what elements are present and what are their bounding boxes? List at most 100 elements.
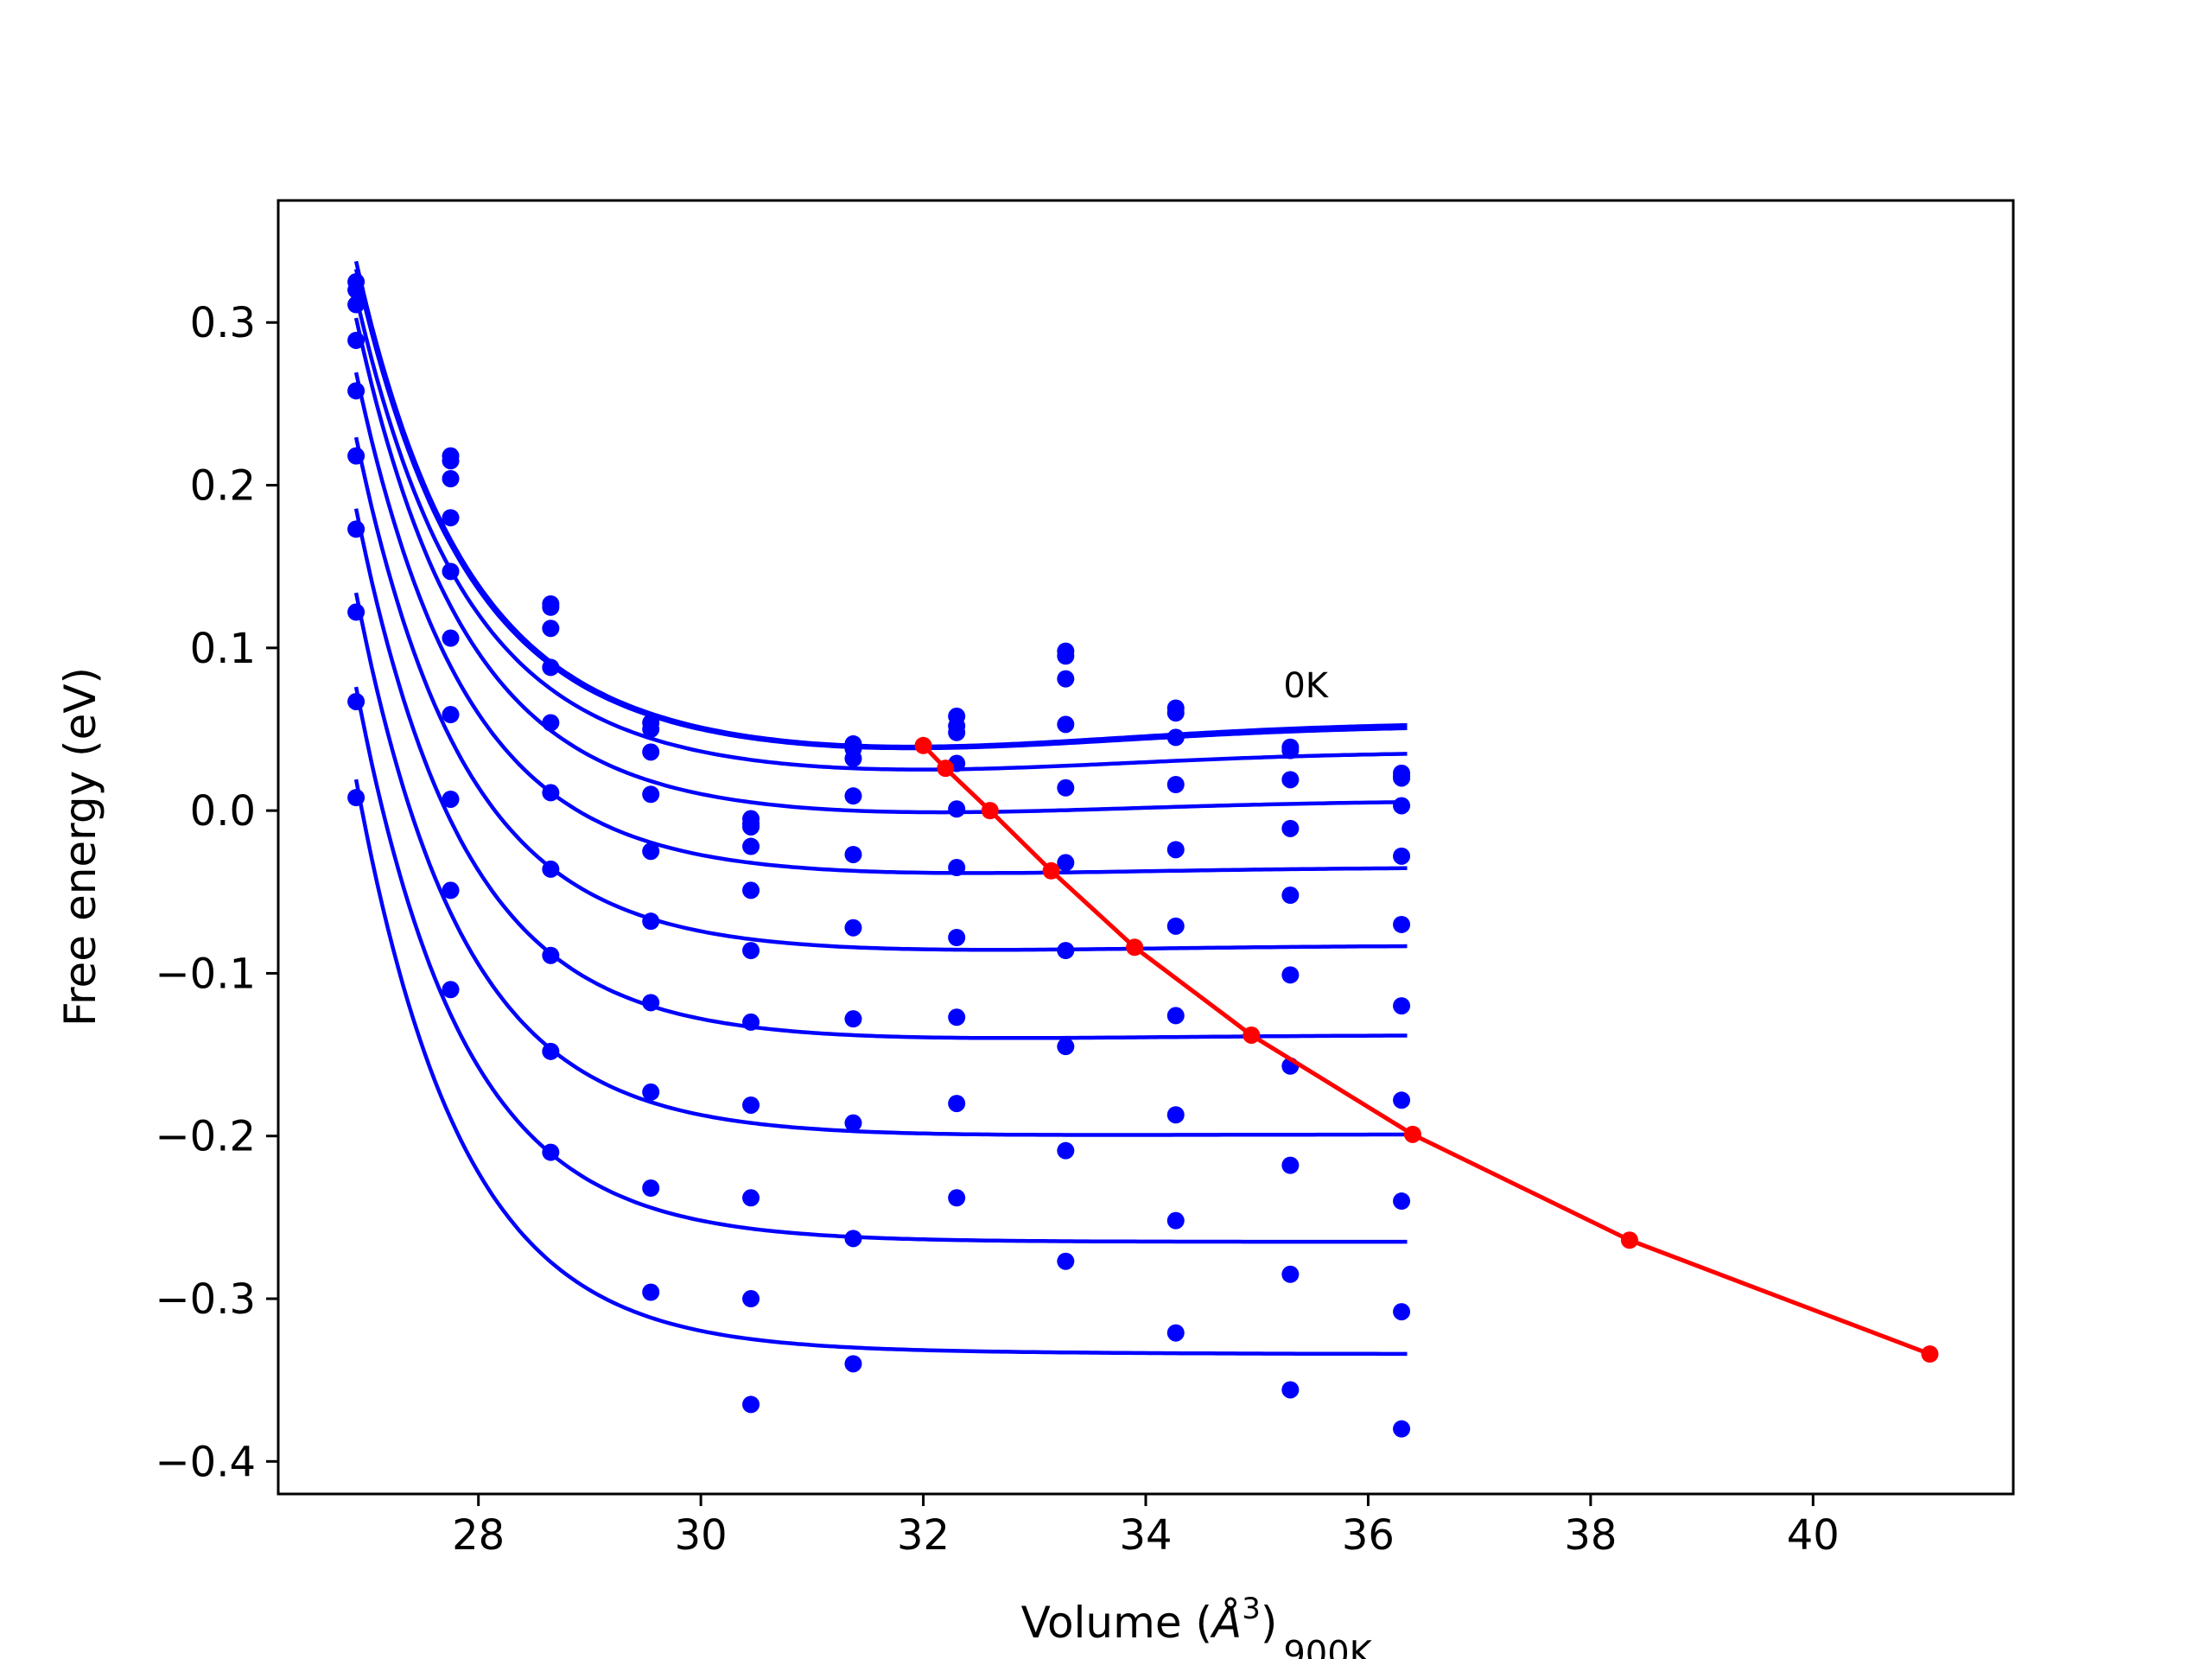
data-point-9-5 <box>844 1355 862 1373</box>
data-point-2-8 <box>1166 728 1185 747</box>
y-tick-label-1: −0.3 <box>155 1275 256 1324</box>
fit-curve-4 <box>353 372 1408 875</box>
data-point-5-2 <box>542 784 560 802</box>
minimum-point-8 <box>1921 1345 1939 1363</box>
data-point-4-9 <box>1281 887 1300 905</box>
data-point-9-3 <box>642 1283 660 1301</box>
data-point-3-3 <box>642 785 660 804</box>
fit-curve-3 <box>353 317 1408 815</box>
minimum-point-3 <box>1042 861 1060 880</box>
data-point-9-4 <box>742 1290 760 1308</box>
minimum-point-1 <box>937 760 955 778</box>
data-point-6-2 <box>542 860 560 878</box>
x-tick-label-4: 36 <box>1342 1511 1395 1560</box>
minimum-point-6 <box>1403 1125 1421 1143</box>
data-point-9-1 <box>442 981 460 999</box>
annotation-label-0: 0K <box>1283 666 1329 706</box>
data-point-2-0 <box>347 296 365 314</box>
data-point-7-4 <box>742 1096 760 1114</box>
data-point-8-6 <box>948 1095 966 1113</box>
annotations: 0K 900K <box>1283 666 1373 1659</box>
data-point-9-9 <box>1281 1381 1300 1399</box>
fit-curve-5 <box>353 436 1408 952</box>
data-point-5-7 <box>1057 854 1075 872</box>
x-axis-label: Volume (Å3) <box>1021 1592 1278 1648</box>
data-point-5-4 <box>742 942 760 960</box>
data-point-9-10 <box>1393 1303 1411 1321</box>
x-tick-label-5: 38 <box>1564 1511 1617 1560</box>
data-point-1-2 <box>542 598 560 616</box>
data-point-2-9 <box>1281 771 1300 789</box>
data-point-1-8 <box>1166 704 1185 722</box>
axis-ticks: 28 30 32 34 36 38 40 −0.4 −0.3 −0.2 −0.1 0.0 0.1 0.2 0… <box>155 299 1839 1560</box>
data-point-2-1 <box>442 469 460 487</box>
data-point-1-7 <box>1057 647 1075 665</box>
y-axis-label: Free energy (eV) <box>55 667 105 1027</box>
data-point-7-5 <box>844 1114 862 1132</box>
data-point-7-6 <box>948 1008 966 1027</box>
data-point-8-0 <box>347 692 365 710</box>
minimum-point-4 <box>1126 938 1144 957</box>
data-point-7-9 <box>1281 1156 1300 1174</box>
data-point-3-4 <box>742 837 760 855</box>
fit-curve-8 <box>353 686 1408 1244</box>
data-point-8-1 <box>442 881 460 899</box>
data-point-1-9 <box>1281 741 1300 760</box>
data-point-4-1 <box>442 563 460 581</box>
data-point-6-3 <box>642 994 660 1012</box>
y-tick-label-6: 0.2 <box>190 462 256 511</box>
data-point-6-5 <box>844 1010 862 1028</box>
data-point-7-1 <box>442 790 460 808</box>
data-point-2-10 <box>1393 767 1411 785</box>
data-point-5-0 <box>347 447 365 465</box>
data-point-9-2 <box>542 1143 560 1161</box>
data-point-8-2 <box>542 1042 560 1060</box>
annotation-label-1: 900K <box>1283 1634 1373 1659</box>
data-point-5-9 <box>1281 966 1300 984</box>
data-point-4-4 <box>742 881 760 899</box>
data-point-6-0 <box>347 520 365 538</box>
data-point-8-8 <box>1166 1211 1185 1230</box>
y-tick-label-5: 0.1 <box>190 625 256 673</box>
fit-curve-2 <box>353 296 1408 772</box>
fit-curve-9 <box>353 779 1408 1357</box>
data-point-8-5 <box>844 1230 862 1248</box>
data-point-4-10 <box>1393 847 1411 865</box>
data-point-1-1 <box>442 452 460 470</box>
data-point-8-9 <box>1281 1265 1300 1283</box>
minimum-line <box>921 744 1931 1357</box>
data-point-3-1 <box>442 509 460 527</box>
data-point-3-2 <box>542 658 560 677</box>
data-point-8-10 <box>1393 1192 1411 1211</box>
x-tick-label-1: 30 <box>675 1511 728 1560</box>
data-point-8-3 <box>642 1179 660 1197</box>
data-point-9-6 <box>948 1189 966 1207</box>
data-point-9-0 <box>347 789 365 807</box>
data-point-2-7 <box>1057 670 1075 688</box>
y-tick-label-4: 0.0 <box>190 787 256 836</box>
data-point-4-2 <box>542 714 560 732</box>
plot-area <box>347 260 1939 1438</box>
data-point-1-0 <box>347 281 365 299</box>
data-point-8-7 <box>1057 1141 1075 1160</box>
x-axis-unit: Å <box>1210 1598 1242 1648</box>
data-point-6-6 <box>948 929 966 947</box>
data-point-2-2 <box>542 620 560 638</box>
fit-curve-6 <box>353 508 1408 1040</box>
x-tick-label-0: 28 <box>452 1511 505 1560</box>
minimum-point-7 <box>1620 1231 1638 1249</box>
data-point-2-3 <box>642 743 660 761</box>
data-point-6-10 <box>1393 997 1411 1015</box>
data-point-4-8 <box>1166 841 1185 859</box>
data-point-3-9 <box>1281 819 1300 837</box>
data-point-1-3 <box>642 720 660 738</box>
data-point-9-8 <box>1166 1324 1185 1342</box>
data-point-7-8 <box>1166 1106 1185 1124</box>
data-point-7-7 <box>1057 1038 1075 1056</box>
data-point-4-6 <box>948 800 966 818</box>
data-point-6-7 <box>1057 942 1075 960</box>
x-tick-label-3: 34 <box>1119 1511 1172 1560</box>
data-point-3-10 <box>1393 797 1411 815</box>
fit-curve-7 <box>353 592 1408 1137</box>
data-point-5-6 <box>948 859 966 877</box>
